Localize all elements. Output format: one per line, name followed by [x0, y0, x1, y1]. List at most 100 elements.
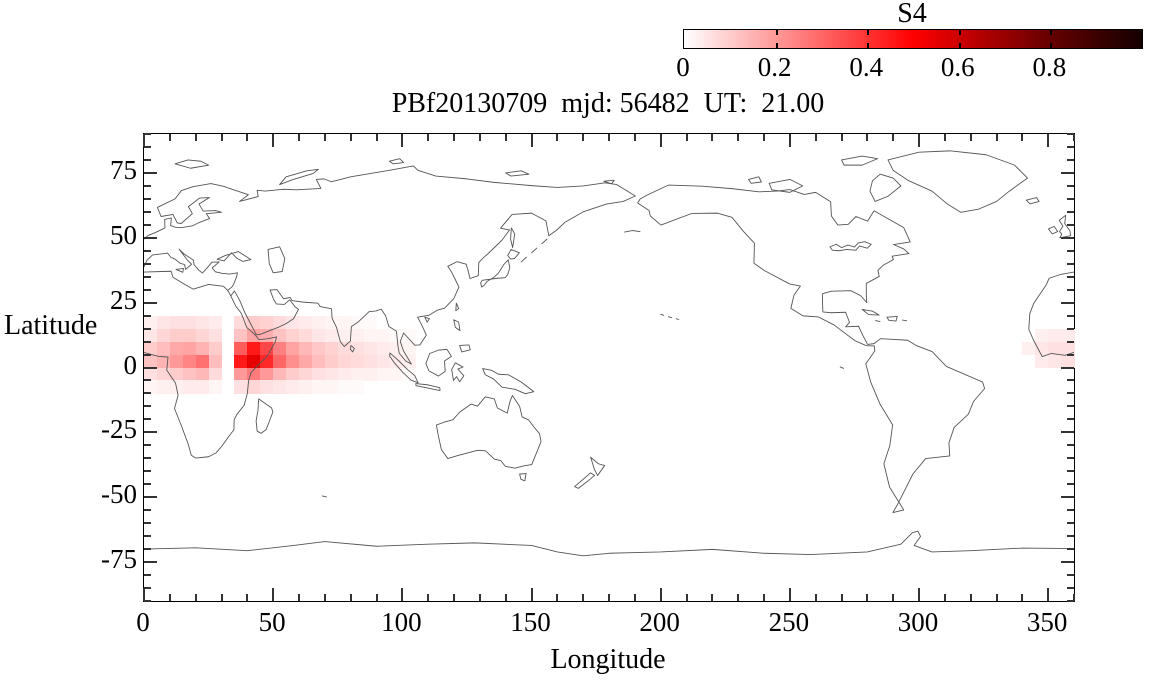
- heatmap-cell: [337, 354, 352, 369]
- y-tick-right: [1067, 444, 1074, 447]
- x-tick-label: 200: [639, 607, 680, 637]
- x-tick-bottom: [298, 594, 300, 601]
- x-tick-bottom: [788, 588, 791, 601]
- x-tick-label: 50: [258, 607, 286, 637]
- y-tick-left: [144, 197, 151, 200]
- x-tick-top: [659, 134, 662, 147]
- x-tick-top: [608, 134, 610, 141]
- heatmap-cell: [169, 354, 184, 369]
- x-tick-top: [556, 134, 559, 141]
- coastline-greenland-arctic-canada: [749, 151, 1028, 212]
- heatmap-cell: [376, 354, 391, 369]
- y-tick-left: [144, 288, 151, 291]
- heatmap-cell: [286, 315, 300, 330]
- heatmap-cell: [402, 367, 416, 382]
- y-tick-left: [144, 392, 151, 395]
- x-tick-top: [194, 134, 197, 141]
- heatmap-cell: [298, 341, 313, 356]
- heatmap-cell: [234, 315, 248, 330]
- heatmap-cell: [324, 328, 339, 343]
- heatmap-cell: [389, 341, 403, 356]
- y-tick-right: [1067, 587, 1074, 590]
- heatmap-cell: [298, 367, 313, 382]
- y-tick-right: [1061, 561, 1074, 564]
- heatmap-cell: [156, 328, 171, 343]
- heatmap-cell: [376, 341, 391, 356]
- heatmap-cell: [298, 380, 313, 395]
- coastline-pacific-islands: [625, 231, 844, 369]
- heatmap-cell: [234, 367, 248, 382]
- heatmap-cell: [350, 367, 365, 382]
- heatmap-cell: [208, 315, 223, 330]
- heatmap-cell: [144, 380, 158, 395]
- heatmap-cell: [247, 341, 261, 356]
- x-tick-bottom: [840, 594, 843, 601]
- y-tick-label: 0: [123, 349, 138, 380]
- axis-ticks: [143, 133, 1075, 602]
- heatmap-cell: [144, 315, 158, 330]
- heatmap-cell: [337, 380, 352, 395]
- plot-area: [143, 133, 1075, 602]
- heatmap-cell: [298, 315, 313, 330]
- x-tick-bottom: [272, 588, 275, 601]
- heatmap-cell: [182, 367, 197, 382]
- x-tick-top: [866, 134, 869, 141]
- heatmap-cell: [324, 341, 339, 356]
- heatmap-cell: [337, 315, 352, 330]
- heatmap-cell: [182, 315, 197, 330]
- x-tick-label: 250: [768, 607, 810, 637]
- x-tick-top: [1047, 134, 1050, 147]
- heatmap-cell: [311, 328, 326, 343]
- colorbar-tick-label: 0.6: [940, 52, 975, 82]
- x-tick-top: [427, 134, 430, 141]
- heatmap-cell: [247, 315, 261, 330]
- y-tick-label: 50: [110, 219, 137, 250]
- heatmap-cell: [247, 328, 261, 343]
- heatmap-cell: [260, 380, 274, 395]
- y-tick-label: 75: [110, 154, 137, 185]
- y-tick-right: [1067, 262, 1074, 265]
- y-tick-left: [144, 184, 151, 187]
- heatmap-cell: [144, 367, 158, 382]
- heatmap-cell: [286, 380, 300, 395]
- x-tick-bottom: [633, 594, 636, 601]
- heatmap-cell: [286, 354, 300, 369]
- y-tick-left: [144, 366, 157, 369]
- y-tick-right: [1067, 223, 1074, 226]
- heatmap-cell: [363, 354, 378, 369]
- y-tick-left: [144, 600, 151, 602]
- heatmap-cell: [1061, 354, 1075, 369]
- x-tick-top: [995, 134, 998, 141]
- heatmap-cell: [350, 341, 365, 356]
- x-tick-top: [246, 134, 249, 141]
- heatmap-cell: [260, 341, 274, 356]
- heatmap-cell: [311, 341, 326, 356]
- x-tick-bottom: [763, 594, 765, 601]
- coastline-caribbean: [862, 309, 906, 321]
- y-tick-right: [1067, 133, 1074, 135]
- x-tick-bottom: [530, 588, 533, 601]
- x-tick-bottom: [943, 594, 946, 601]
- y-tick-left: [144, 587, 151, 590]
- y-tick-left: [144, 340, 151, 343]
- coastline-britain-ireland-iceland: [1026, 198, 1070, 238]
- colorbar-tick-label: 0: [676, 52, 690, 82]
- heatmap-cell: [363, 328, 378, 343]
- heatmap-cell: [260, 315, 274, 330]
- chart-title: PBf20130709 mjd: 56482 UT: 21.00: [391, 88, 825, 119]
- coastline-mediterranean: [144, 249, 238, 290]
- y-tick-left: [144, 379, 151, 382]
- y-tick-right: [1061, 236, 1074, 239]
- heatmap-cell: [195, 380, 210, 395]
- y-tick-right: [1061, 171, 1074, 174]
- heatmap-cell: [286, 367, 300, 382]
- heatmap-cell: [1048, 341, 1062, 356]
- heatmap-cell: [1035, 354, 1049, 369]
- heatmap-cell: [169, 341, 184, 356]
- heatmap-cell: [156, 380, 171, 395]
- x-tick-top: [478, 134, 481, 141]
- y-tick-left: [144, 431, 157, 434]
- y-tick-label: -75: [101, 544, 137, 575]
- x-tick-top: [1073, 134, 1075, 141]
